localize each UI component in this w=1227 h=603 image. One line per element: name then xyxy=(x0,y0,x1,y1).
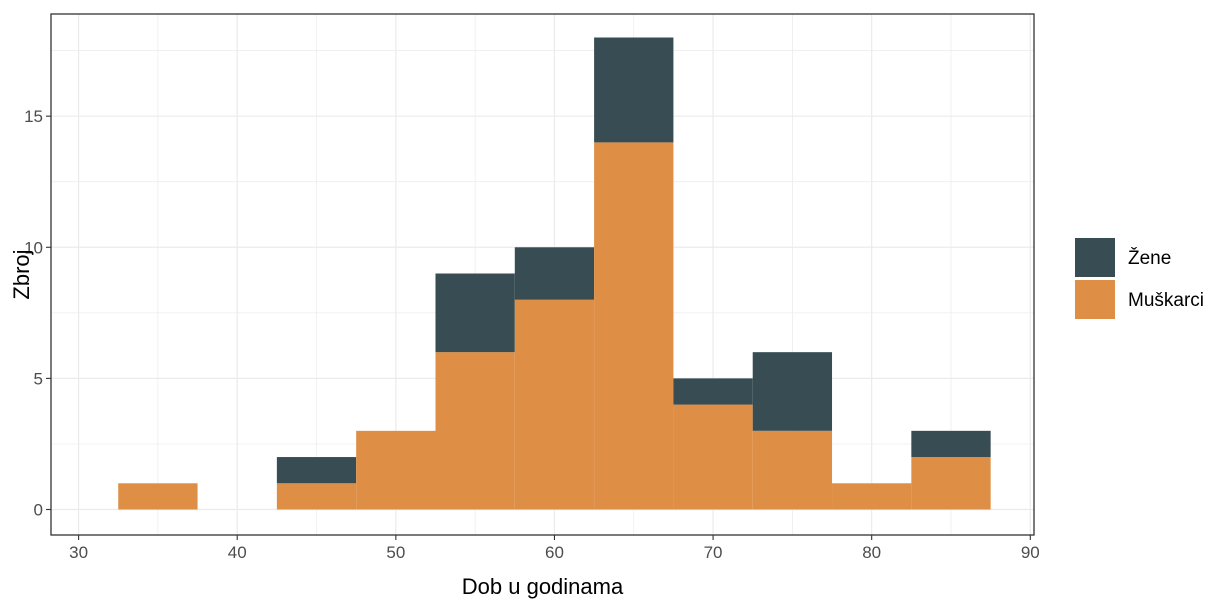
bar-zene-65 xyxy=(594,37,674,143)
x-tick-label: 60 xyxy=(545,543,564,562)
bars xyxy=(118,37,991,510)
legend-key-zene xyxy=(1075,238,1115,277)
bar-zene-70 xyxy=(673,378,753,405)
y-tick-label: 10 xyxy=(24,238,43,257)
bar-muskarci-85 xyxy=(911,457,991,510)
bar-zene-45 xyxy=(276,457,357,484)
legend-key-muskarci xyxy=(1075,280,1115,319)
bar-muskarci-80 xyxy=(832,483,912,510)
x-axis-title: Dob u godinama xyxy=(462,574,624,599)
legend: Žene Muškarci xyxy=(1075,238,1204,319)
x-tick-label: 40 xyxy=(228,543,247,562)
axis-ticks: 30 40 50 60 70 80 90 0 5 10 15 xyxy=(24,107,1040,562)
y-tick-label: 0 xyxy=(34,501,43,520)
x-tick-label: 70 xyxy=(704,543,723,562)
bar-zene-60 xyxy=(514,247,595,300)
x-tick-label: 30 xyxy=(69,543,88,562)
x-tick-label: 90 xyxy=(1021,543,1040,562)
bar-muskarci-45 xyxy=(276,483,357,510)
bar-muskarci-55 xyxy=(435,352,515,510)
bar-muskarci-70 xyxy=(673,404,753,510)
bar-muskarci-60 xyxy=(514,299,595,510)
bar-muskarci-35 xyxy=(118,483,198,510)
y-axis-title: Zbroj xyxy=(9,249,34,299)
y-tick-label: 15 xyxy=(24,107,43,126)
bar-muskarci-65 xyxy=(594,142,674,510)
plot-panel-border xyxy=(50,13,1035,536)
bar-zene-55 xyxy=(435,273,515,353)
bar-zene-75 xyxy=(752,352,833,431)
bar-zene-85 xyxy=(911,430,991,458)
x-tick-label: 80 xyxy=(862,543,881,562)
y-tick-label: 5 xyxy=(34,369,43,388)
bar-muskarci-75 xyxy=(752,430,833,510)
bar-muskarci-50 xyxy=(356,430,436,510)
legend-label-muskarci: Muškarci xyxy=(1128,290,1204,311)
x-tick-label: 50 xyxy=(386,543,405,562)
legend-label-zene: Žene xyxy=(1128,247,1171,269)
